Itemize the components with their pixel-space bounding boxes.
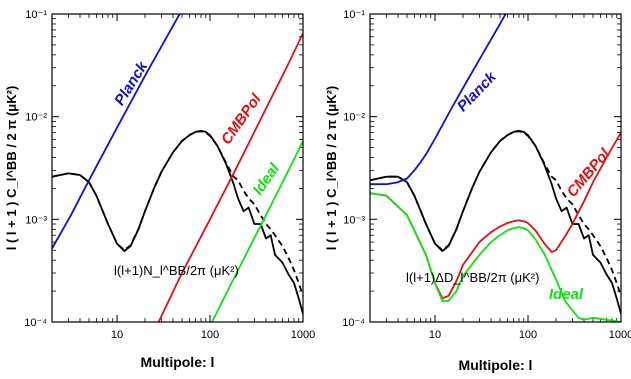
series-line-bb-solid	[370, 129, 621, 315]
series-line-bb-dashed	[52, 130, 303, 297]
series-line-bb-solid	[52, 129, 303, 315]
x-tick-label: 10	[429, 329, 441, 341]
y-tick-label: 10⁻¹	[25, 9, 47, 21]
y-tick-label: 10⁻²	[25, 112, 47, 124]
series-label-cmbpol: CMBPol	[218, 90, 265, 148]
y-tick-label: 10⁻³	[343, 214, 365, 226]
y-axis-title: l ( l + 1 ) C_l^BB / 2 π (μK²)	[4, 86, 19, 251]
y-tick-label: 10⁻²	[343, 112, 365, 124]
series-label-ideal: Ideal	[549, 286, 584, 303]
noise-annotation: l(l+1)N_l^BB/2π (μK²)	[114, 263, 239, 278]
x-axis-title: Multipole: l	[459, 357, 533, 373]
series-line-ideal	[370, 192, 621, 322]
y-tick-label: 10⁻³	[25, 214, 47, 226]
plot-frame	[51, 13, 304, 323]
x-tick-label: 1000	[609, 329, 631, 341]
x-tick-label: 10	[111, 329, 123, 341]
chart-panel-2: 10 100 100010⁻⁴10⁻³10⁻²10⁻¹PlanckCMBPolIde…	[324, 9, 631, 373]
x-tick-label: 1000	[291, 329, 315, 341]
series-label-ideal: Ideal	[250, 160, 284, 198]
minor-ticks	[370, 14, 621, 322]
x-tick-label: 100	[201, 329, 219, 341]
chart-panel-1: 10 100 100010⁻⁴10⁻³10⁻²10⁻¹PlanckCMBPolIde…	[4, 9, 315, 370]
minor-ticks	[52, 14, 303, 322]
x-tick-label: 100	[519, 329, 537, 341]
y-tick-label: 10⁻⁴	[24, 317, 47, 329]
y-tick-label: 10⁻⁴	[342, 317, 365, 329]
series-line-cmbpol	[157, 32, 303, 322]
series-line-planck	[52, 14, 181, 249]
series-group	[370, 14, 621, 322]
series-line-bb-dashed	[370, 130, 621, 297]
noise-annotation: l(l+1)ΔD_l^BB/2π (μK²)	[406, 270, 539, 285]
y-axis-title: l ( l + 1 ) C_l^BB / 2 π (μK²)	[324, 86, 339, 251]
y-tick-label: 10⁻¹	[343, 9, 365, 21]
plot-frame	[369, 13, 622, 323]
series-line-ideal	[211, 140, 303, 322]
x-axis-title: Multipole: l	[141, 354, 215, 370]
series-line-planck	[370, 14, 507, 186]
series-group	[52, 14, 303, 322]
